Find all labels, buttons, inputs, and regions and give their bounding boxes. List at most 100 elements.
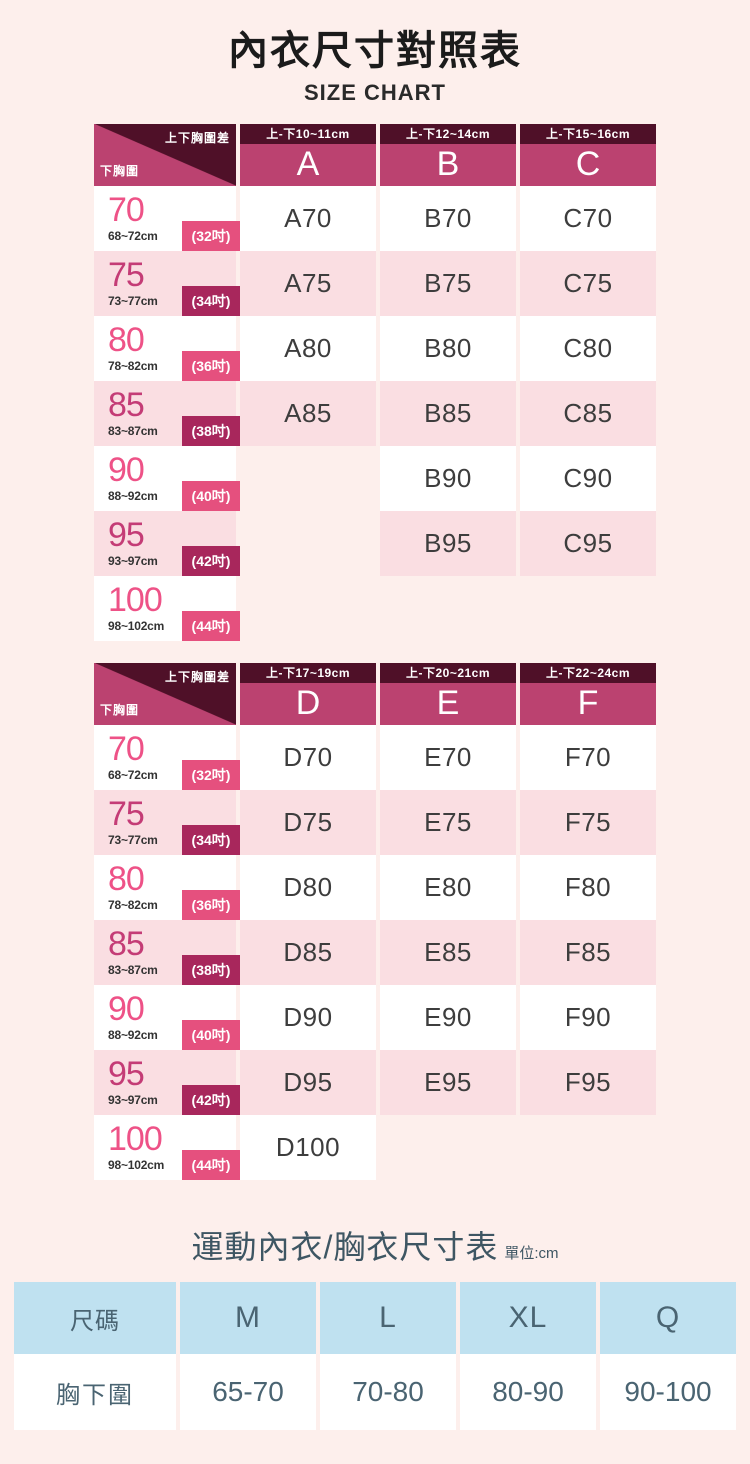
band-size-cm-range: 73~77cm <box>108 294 158 308</box>
band-size-number: 85 <box>108 925 145 963</box>
band-size-cell: 80 78~82cm (36吋) <box>94 316 240 381</box>
cup-cell-c: C80 <box>520 316 656 381</box>
band-size-cm-range: 78~82cm <box>108 898 158 912</box>
table-row: 95 93~97cm (42吋) B95 C95 <box>94 511 656 576</box>
cup-cell-e: E85 <box>380 920 516 985</box>
band-size-cm-range: 78~82cm <box>108 359 158 373</box>
cup-difference-range: 上-下15~16cm <box>520 124 656 144</box>
band-size-inch-badge: (36吋) <box>182 890 240 920</box>
band-size-number: 90 <box>108 990 145 1028</box>
cup-cell-c: C95 <box>520 511 656 576</box>
cup-cell-d: D70 <box>240 725 376 790</box>
sports-bra-size-table: 尺碼 M L XL Q 胸下圍 65-70 70-80 80-90 90-100 <box>10 1282 740 1430</box>
cup-letter: B <box>380 144 516 186</box>
band-size-inch-badge: (42吋) <box>182 546 240 576</box>
cup-cell-f: F85 <box>520 920 656 985</box>
table-row: 80 78~82cm (36吋) A80 B80 C80 <box>94 316 656 381</box>
cup-letter: D <box>240 683 376 725</box>
band-size-cm-range: 93~97cm <box>108 554 158 568</box>
band-size-number: 75 <box>108 795 145 833</box>
cup-letter: A <box>240 144 376 186</box>
cup-cell-f: F80 <box>520 855 656 920</box>
cup-cell-b: B80 <box>380 316 516 381</box>
band-size-cm-range: 88~92cm <box>108 1028 158 1042</box>
band-size-number: 95 <box>108 516 145 554</box>
cup-difference-range: 上-下20~21cm <box>380 663 516 683</box>
table-row: 80 78~82cm (36吋) D80 E80 F80 <box>94 855 656 920</box>
cup-header-f: 上-下22~24cm F <box>520 663 656 725</box>
cup-cell-e: E80 <box>380 855 516 920</box>
table-row: 90 88~92cm (40吋) D90 E90 F90 <box>94 985 656 1050</box>
table-row: 胸下圍 65-70 70-80 80-90 90-100 <box>14 1354 736 1430</box>
band-size-cell: 75 73~77cm (34吋) <box>94 790 240 855</box>
cup-difference-range: 上-下22~24cm <box>520 663 656 683</box>
sports-row-label: 胸下圍 <box>14 1354 176 1430</box>
band-size-inch-badge: (34吋) <box>182 825 240 855</box>
band-size-number: 95 <box>108 1055 145 1093</box>
cup-cell-d: D75 <box>240 790 376 855</box>
cup-cell-f: F70 <box>520 725 656 790</box>
sports-header-m: M <box>180 1282 316 1354</box>
band-size-cm-range: 98~102cm <box>108 619 165 633</box>
bra-header-row: 上下胸圍差 下胸圍 上-下10~11cm A 上-下12~14cm B 上-下15~16cm… <box>94 124 656 186</box>
sports-header-l: L <box>320 1282 456 1354</box>
sports-header-xl: XL <box>460 1282 596 1354</box>
band-size-number: 100 <box>108 581 163 619</box>
cup-cell-b: B70 <box>380 186 516 251</box>
cup-cell-d: D90 <box>240 985 376 1050</box>
cup-cell-a: A80 <box>240 316 376 381</box>
cup-cell-e: E70 <box>380 725 516 790</box>
band-size-cm-range: 83~87cm <box>108 963 158 977</box>
corner-legend-cell: 上下胸圍差 下胸圍 <box>94 124 236 186</box>
band-size-cell: 90 88~92cm (40吋) <box>94 446 240 511</box>
cup-cell-e: E95 <box>380 1050 516 1115</box>
corner-legend-cell: 上下胸圍差下胸圍 <box>94 663 236 725</box>
cup-cell-c: C85 <box>520 381 656 446</box>
cup-difference-range: 上-下10~11cm <box>240 124 376 144</box>
band-size-inch-badge: (32吋) <box>182 760 240 790</box>
band-size-inch-badge: (44吋) <box>182 1150 240 1180</box>
sports-header-size: 尺碼 <box>14 1282 176 1354</box>
cup-header-e: 上-下20~21cm E <box>380 663 516 725</box>
cup-cell-empty <box>520 576 656 641</box>
cup-letter: F <box>520 683 656 725</box>
band-size-cell: 75 73~77cm (34吋) <box>94 251 240 316</box>
cup-cell-b: B75 <box>380 251 516 316</box>
table-row: 85 83~87cm (38吋) A85 B85 C85 <box>94 381 656 446</box>
bra-header-row: 上下胸圍差 下胸圍 上-下17~19cm D 上-下20~21cm E 上-下22~24cm… <box>94 663 656 725</box>
sports-value-q: 90-100 <box>600 1354 736 1430</box>
table-row: 75 73~77cm (34吋) A75 B75 C75 <box>94 251 656 316</box>
bra-size-table-1: 上下胸圍差 下胸圍 上-下10~11cm A 上-下12~14cm B 上-下15~16cm… <box>90 124 660 641</box>
table-row: 75 73~77cm (34吋) D75 E75 F75 <box>94 790 656 855</box>
cup-cell-c: C90 <box>520 446 656 511</box>
band-size-cell: 100 98~102cm (44吋) <box>94 1115 240 1180</box>
band-size-number: 90 <box>108 451 145 489</box>
band-size-cell: 70 68~72cm (32吋) <box>94 186 240 251</box>
corner-label-underbust: 下胸圍 <box>100 703 140 717</box>
cup-cell-a: A70 <box>240 186 376 251</box>
cup-cell-f: F90 <box>520 985 656 1050</box>
band-size-number: 100 <box>108 1120 163 1158</box>
table-row: 70 68~72cm (32吋) A70 B70 C70 <box>94 186 656 251</box>
band-size-inch-badge: (42吋) <box>182 1085 240 1115</box>
sports-value-m: 65-70 <box>180 1354 316 1430</box>
cup-difference-range: 上-下17~19cm <box>240 663 376 683</box>
band-size-number: 85 <box>108 386 145 424</box>
band-size-inch-badge: (32吋) <box>182 221 240 251</box>
band-size-cm-range: 73~77cm <box>108 833 158 847</box>
cup-header-c: 上-下15~16cm C <box>520 124 656 186</box>
cup-cell-empty <box>240 446 376 511</box>
band-size-cell: 80 78~82cm (36吋) <box>94 855 240 920</box>
corner-label-bust-difference: 上下胸圍差 <box>164 670 230 684</box>
cup-cell-a: A85 <box>240 381 376 446</box>
band-size-cell: 90 88~92cm (40吋) <box>94 985 240 1050</box>
cup-cell-e: E90 <box>380 985 516 1050</box>
band-size-number: 80 <box>108 321 145 359</box>
cup-cell-e: E75 <box>380 790 516 855</box>
band-size-cm-range: 68~72cm <box>108 768 158 782</box>
bra-tables-container: 上下胸圍差 下胸圍 上-下10~11cm A 上-下12~14cm B 上-下15~16cm… <box>0 124 750 1180</box>
band-size-cm-range: 98~102cm <box>108 1158 165 1172</box>
band-size-cell: 100 98~102cm (44吋) <box>94 576 240 641</box>
sports-value-xl: 80-90 <box>460 1354 596 1430</box>
